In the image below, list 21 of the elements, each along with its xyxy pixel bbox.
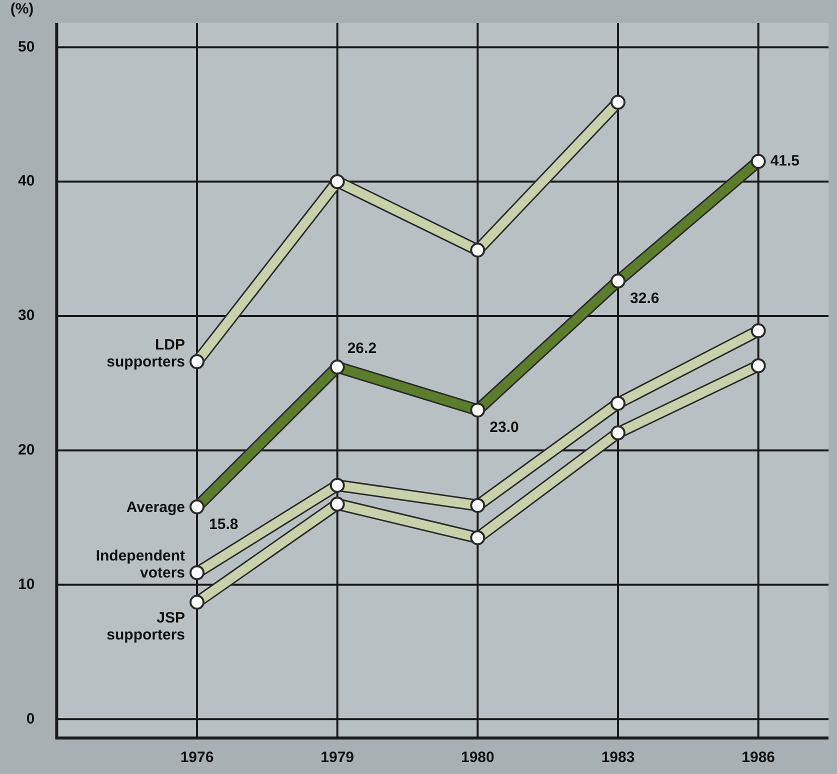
series-label: JSP supporters [106, 609, 186, 644]
x-tick-label: 1979 [320, 749, 354, 766]
y-axis-title: (%) [10, 0, 34, 18]
y-tick-label: 20 [18, 442, 35, 459]
data-label: 23.0 [490, 419, 519, 436]
y-tick-label: 10 [18, 576, 35, 593]
x-tick-label: 1983 [601, 749, 635, 766]
x-tick-label: 1976 [180, 749, 214, 766]
y-tick-label: 50 [18, 38, 35, 56]
data-label: 41.5 [770, 152, 800, 170]
y-tick-label: 0 [26, 710, 35, 728]
series-label: Independent voters [96, 548, 186, 582]
y-tick-label: 30 [18, 307, 35, 324]
x-tick-label: 1986 [742, 749, 776, 766]
data-label: 26.2 [347, 340, 377, 358]
data-label: 32.6 [630, 290, 660, 308]
data-label: 15.8 [209, 516, 238, 533]
x-tick-label: 1980 [460, 749, 494, 766]
y-tick-label: 40 [18, 172, 35, 190]
series-label: Average [126, 498, 186, 516]
series-label: LDP supporters [106, 336, 186, 371]
